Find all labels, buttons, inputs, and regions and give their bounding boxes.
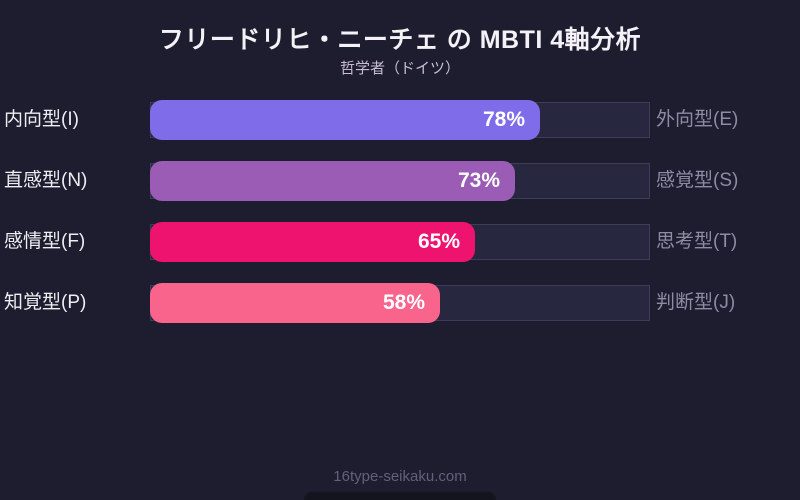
bar-value-label: 58% (382, 291, 425, 314)
site-watermark: 16type-seikaku.com (333, 468, 467, 485)
bar-value-label: 65% (417, 230, 460, 253)
bar-fill: 65% (150, 222, 475, 262)
bar-row-introvert: 内向型(I) 78% 外向型(E) (0, 100, 800, 140)
chart-title: フリードリヒ・ニーチェ の MBTI 4軸分析 (158, 26, 642, 54)
axis-left-label: 直感型(N) (4, 170, 88, 191)
axis-right-label: 思考型(T) (656, 231, 738, 252)
bar-value-label: 73% (457, 169, 500, 192)
axis-right-label: 外向型(E) (656, 109, 739, 130)
bar-row-intuitive: 直感型(N) 73% 感覚型(S) (0, 161, 800, 201)
bar-fill: 73% (150, 161, 515, 201)
bar-value-label: 78% (482, 108, 525, 131)
bar-rows: 内向型(I) 78% 外向型(E) 直感型(N) 73% 感覚型(S) 感情型(… (0, 100, 800, 344)
bar-row-feeling: 感情型(F) 65% 思考型(T) (0, 222, 800, 262)
axis-right-label: 判断型(J) (656, 292, 736, 313)
bar-fill: 78% (150, 100, 540, 140)
axis-left-label: 知覚型(P) (4, 292, 87, 313)
bar-fill: 58% (150, 283, 440, 323)
axis-left-label: 感情型(F) (4, 231, 86, 252)
bottom-notch (304, 492, 496, 500)
bar-row-perceiving: 知覚型(P) 58% 判断型(J) (0, 283, 800, 323)
axis-right-label: 感覚型(S) (656, 170, 739, 191)
axis-left-label: 内向型(I) (4, 109, 79, 130)
chart-subtitle: 哲学者（ドイツ） (339, 60, 460, 77)
